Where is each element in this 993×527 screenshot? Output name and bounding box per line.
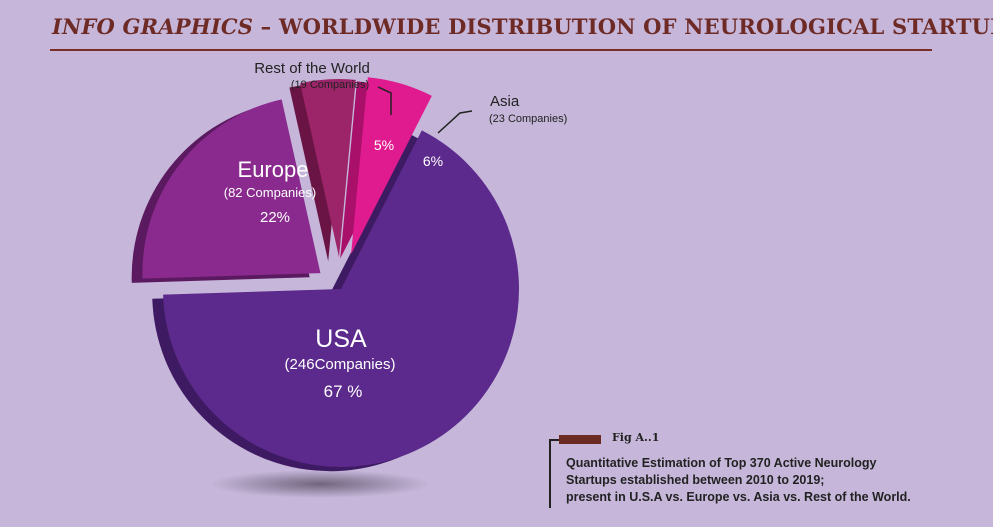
caption-bracket-side bbox=[549, 440, 551, 508]
slice-label-usa: USA bbox=[315, 325, 367, 353]
pie-shadow bbox=[210, 470, 430, 498]
figure-label: Fig A..1 bbox=[612, 431, 660, 444]
slice-percent-rest-of-world: 5% bbox=[374, 137, 394, 153]
slice-companies-europe: (82 Companies) bbox=[224, 185, 317, 200]
page-title: INFO GRAPHICS – WORLDWIDE DISTRIBUTION O… bbox=[52, 14, 993, 39]
outer-label-asia: Asia bbox=[490, 93, 520, 110]
caption-color-bar bbox=[559, 435, 601, 444]
leader-line-rest-of-world bbox=[377, 86, 392, 115]
slice-percent-usa: 67 % bbox=[324, 382, 363, 401]
pie-slice-asia bbox=[351, 77, 432, 255]
outer-companies-rest-of-world: (19 Companies) bbox=[291, 79, 369, 91]
outer-companies-asia: (23 Companies) bbox=[489, 113, 567, 125]
pie-slice-europe bbox=[142, 99, 321, 279]
slice-label-europe: Europe bbox=[238, 157, 309, 182]
title-main: – WORLDWIDE DISTRIBUTION OF NEUROLOGICAL… bbox=[253, 14, 993, 39]
slice-percent-asia: 6% bbox=[423, 153, 443, 169]
caption-bracket-top bbox=[549, 439, 561, 441]
slice-percent-europe: 22% bbox=[260, 209, 290, 226]
caption-line-3: present in U.S.A vs. Europe vs. Asia vs.… bbox=[566, 490, 911, 504]
caption-line-2: Startups established between 2010 to 201… bbox=[566, 473, 825, 487]
caption-line-1: Quantitative Estimation of Top 370 Activ… bbox=[566, 456, 877, 470]
title-prefix: INFO GRAPHICS bbox=[52, 14, 254, 39]
outer-label-rest-of-world: Rest of the World bbox=[254, 60, 370, 77]
slice-companies-usa: (246Companies) bbox=[285, 356, 396, 373]
pie-slice-usa bbox=[163, 130, 519, 468]
leader-line-asia bbox=[437, 110, 473, 134]
title-divider bbox=[50, 49, 932, 51]
pie-slice-rest-of-world bbox=[300, 79, 356, 258]
